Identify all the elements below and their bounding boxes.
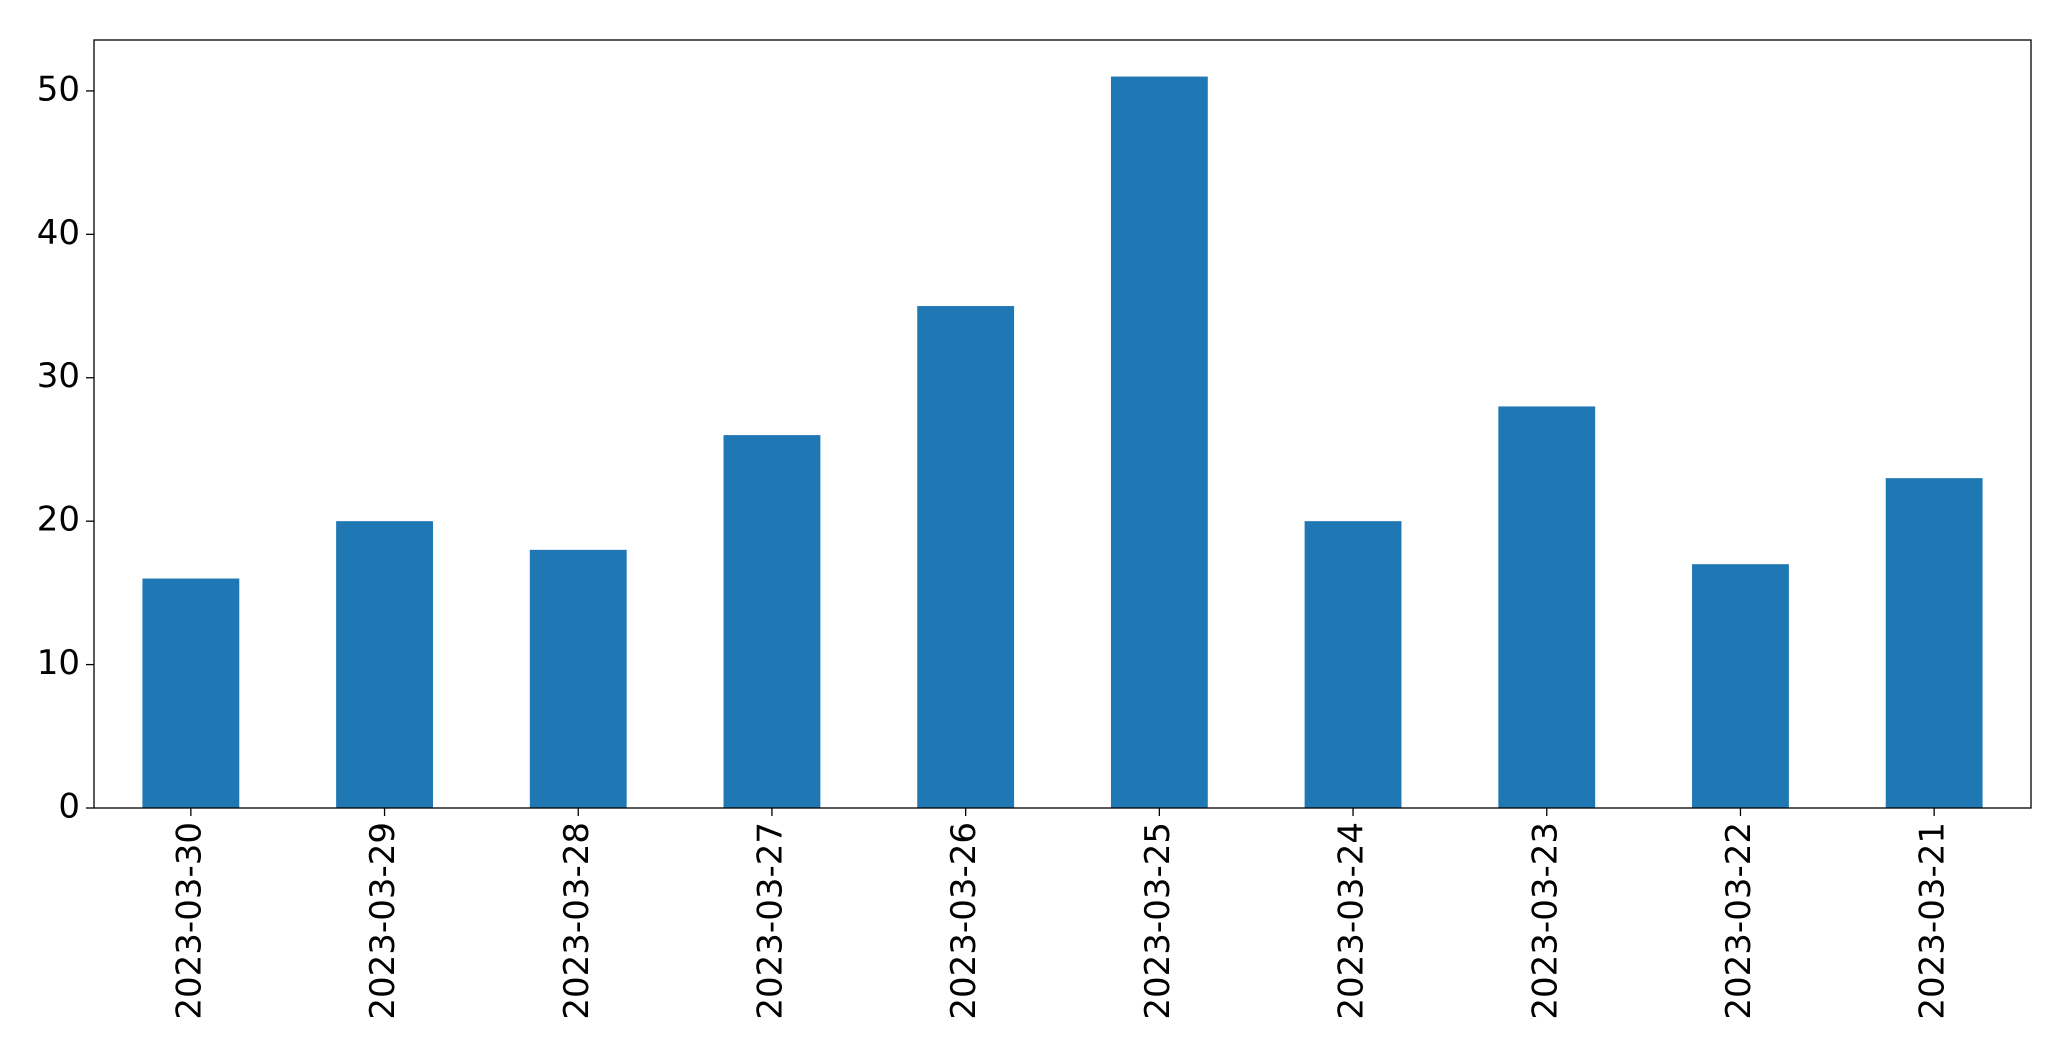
bar — [142, 578, 240, 808]
bar — [1304, 521, 1402, 808]
bar — [723, 435, 821, 808]
bar — [529, 549, 627, 808]
bar — [336, 521, 433, 808]
x-tick-label: 2023-03-28 — [557, 822, 597, 1020]
x-tick-label: 2023-03-21 — [1913, 822, 1953, 1020]
y-tick-label: 20 — [37, 500, 80, 540]
bar — [1498, 406, 1596, 808]
y-tick-label: 50 — [37, 69, 80, 109]
y-tick-label: 10 — [37, 643, 80, 683]
bar — [1885, 478, 1983, 808]
bar — [1110, 76, 1208, 809]
y-tick-label: 0 — [58, 787, 80, 827]
y-tick-label: 40 — [37, 213, 80, 253]
x-tick-label: 2023-03-25 — [1138, 822, 1178, 1020]
x-tick-label: 2023-03-30 — [169, 822, 209, 1020]
x-tick-label: 2023-03-27 — [750, 822, 790, 1020]
y-tick-label: 30 — [37, 356, 80, 396]
x-tick-label: 2023-03-29 — [363, 822, 403, 1020]
x-tick-label: 2023-03-24 — [1332, 822, 1372, 1020]
x-tick-label: 2023-03-26 — [944, 822, 984, 1020]
bar — [917, 306, 1015, 808]
x-tick-label: 2023-03-23 — [1525, 822, 1565, 1020]
plot-frame — [93, 39, 2032, 809]
bar — [1692, 564, 1789, 808]
x-tick-label: 2023-03-22 — [1719, 822, 1759, 1020]
